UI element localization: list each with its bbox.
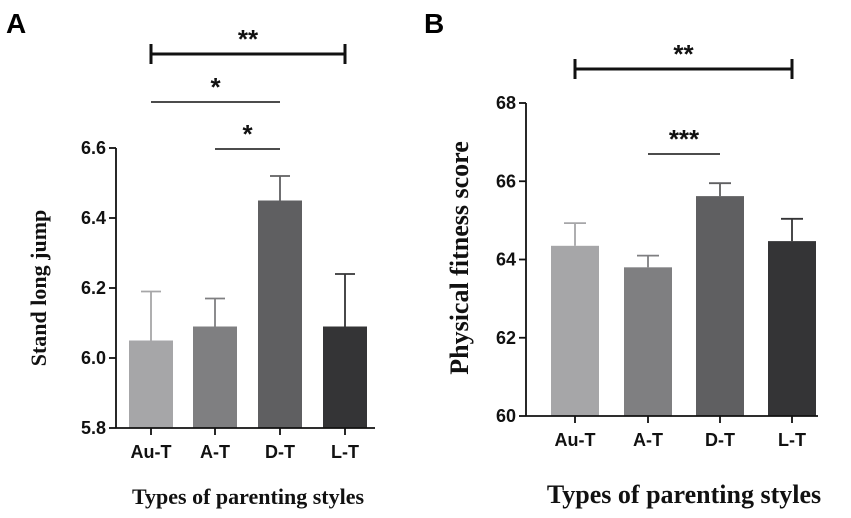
chart-b: 60 62 64 66 68 Au-T A-T D-T L-T Types of parentin…	[445, 39, 821, 509]
b-y-tick-label: 60	[496, 406, 516, 426]
a-bar-au-t	[129, 340, 173, 428]
b-bar-a-t	[624, 267, 672, 416]
b-significance-label: ***	[669, 124, 700, 154]
b-error-bar-a-t	[637, 254, 659, 268]
a-bar-l-t	[323, 326, 367, 428]
a-y-tick-label: 6.0	[81, 348, 106, 368]
a-x-tick-label: L-T	[331, 442, 359, 462]
b-x-tick-label: L-T	[778, 430, 806, 450]
b-error-bar-d-t	[709, 182, 731, 197]
a-y-tick-label: 6.2	[81, 278, 106, 298]
panel-a-letter: A	[6, 8, 26, 39]
b-y-tick-label: 62	[496, 328, 516, 348]
b-significance-label: **	[673, 39, 694, 69]
a-significance-bracket: **	[149, 24, 347, 64]
a-y-axis-title: Stand long jump	[26, 210, 51, 367]
b-bar-l-t	[768, 241, 816, 416]
a-x-tick-label: Au-T	[131, 442, 172, 462]
a-x-axis-title: Types of parenting styles	[132, 484, 364, 509]
a-y-tick-label: 5.8	[81, 418, 106, 438]
b-x-tick-label: D-T	[705, 430, 735, 450]
b-x-tick-label: A-T	[633, 430, 663, 450]
b-y-axis-title: Physical fitness score	[445, 141, 474, 375]
a-significance-label: **	[238, 24, 259, 54]
a-significance-label: *	[210, 72, 221, 102]
a-x-tick-label: A-T	[200, 442, 230, 462]
a-significance-bracket: *	[215, 119, 280, 150]
b-x-axis-title: Types of parenting styles	[547, 480, 821, 509]
b-x-tick-label: Au-T	[555, 430, 596, 450]
a-x-tick-label: D-T	[265, 442, 295, 462]
a-significance-bracket: *	[151, 72, 280, 103]
a-error-bar-d-t	[270, 175, 290, 201]
b-bar-au-t	[551, 245, 599, 416]
b-y-tick-label: 66	[496, 171, 516, 191]
a-error-bar-au-t	[141, 290, 161, 341]
a-error-bar-a-t	[205, 297, 225, 327]
a-bar-a-t	[193, 326, 237, 428]
a-y-tick-label: 6.6	[81, 138, 106, 158]
b-y-tick-label: 64	[496, 250, 516, 270]
b-bar-d-t	[696, 196, 744, 416]
panel-b-letter: B	[424, 8, 444, 39]
b-significance-bracket: **	[573, 39, 794, 79]
b-y-tick-label: 68	[496, 93, 516, 113]
a-y-tick-label: 6.4	[81, 208, 106, 228]
a-significance-label: *	[242, 119, 253, 149]
b-error-bar-l-t	[781, 217, 803, 242]
a-bar-d-t	[258, 200, 302, 428]
chart-a: 5.8 6.0 6.2 6.4 6.6 Au-T A-T D-T L-T Types of par…	[26, 24, 375, 509]
a-error-bar-l-t	[335, 273, 355, 327]
b-error-bar-au-t	[564, 222, 586, 246]
b-significance-bracket: ***	[648, 124, 720, 155]
